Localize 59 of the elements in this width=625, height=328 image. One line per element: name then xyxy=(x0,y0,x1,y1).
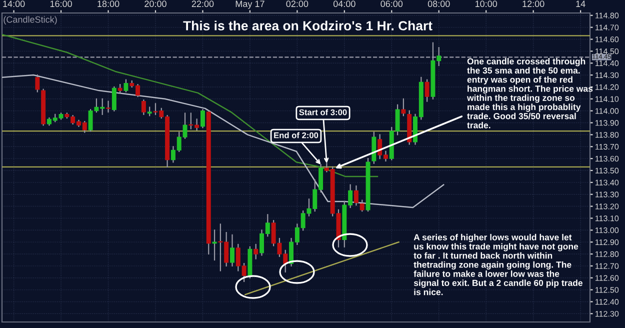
x-tick-label: May 17 xyxy=(236,0,264,9)
candlestick xyxy=(200,109,205,128)
x-tick-label: 18:00 xyxy=(98,0,120,8)
y-tick-label: 113.40 xyxy=(595,180,619,186)
y-tick-label: 114.30 xyxy=(595,72,619,78)
candlestick xyxy=(372,132,376,164)
x-tick-label: 22:00 xyxy=(192,0,214,8)
candlestick xyxy=(360,200,364,212)
x-tick-label: 16:00 xyxy=(50,0,72,8)
candlestick xyxy=(254,244,258,260)
candlestick xyxy=(141,100,146,115)
x-tick-label: 20:00 xyxy=(144,0,166,8)
y-tick-label: 113.30 xyxy=(595,192,619,198)
y-tick-label: 112.30 xyxy=(595,310,619,317)
annotation: (CandleStick) xyxy=(4,16,57,24)
y-tick-label: 113.20 xyxy=(595,204,619,210)
y-tick-label: 114.50 xyxy=(595,48,619,54)
y-tick-label: 113.90 xyxy=(595,120,619,126)
y-tick-label: 113.10 xyxy=(595,216,619,222)
x-tick-label: 12:00 xyxy=(522,0,544,8)
x-tick-label: 04:00 xyxy=(333,0,356,8)
y-tick-label: 113.50 xyxy=(595,168,619,174)
annotation: One candle crossed through the 35 sma and the 50 ema. entry was open of the red hangman short. The price was within the trading zone so made this a high probablity trade. Good 35/50 reversal trade. xyxy=(466,58,593,128)
candlestick xyxy=(401,98,406,116)
y-tick-label: 112.90 xyxy=(595,239,619,246)
y-tick-label: 113.00 xyxy=(595,227,619,234)
y-tick-label: 114.70 xyxy=(595,24,619,30)
x-tick-label: 10:00 xyxy=(475,0,498,8)
candlestick xyxy=(212,230,217,261)
annotation: Start of 3:00 xyxy=(299,109,347,116)
annotation: A series of higher lows would have let us know this trade might have not gone to far . It turned back north within thetrading zone again going long. The failure to make a lower low was the signal to exit. But a 2 candle 60 pip trade is nice. xyxy=(414,234,583,296)
candlestick xyxy=(230,234,234,266)
y-tick-label: 113.80 xyxy=(595,132,619,138)
candlestick xyxy=(112,86,116,112)
y-tick-label: 114.20 xyxy=(595,84,619,90)
y-tick-label: 114.00 xyxy=(595,108,619,114)
y-tick-label: 112.80 xyxy=(595,251,619,257)
candlestick xyxy=(106,100,111,113)
y-tick-label: 112.50 xyxy=(595,287,619,293)
y-tick-label: 113.70 xyxy=(595,144,619,150)
x-tick-label: 08:00 xyxy=(428,0,450,8)
y-tick-label: 114.10 xyxy=(595,96,619,102)
x-tick-label: 02:00 xyxy=(286,0,308,8)
candlestick xyxy=(124,79,128,92)
x-tick-label: 14 xyxy=(576,0,586,7)
y-tick-label: 114.60 xyxy=(595,36,619,42)
candlestick xyxy=(35,74,40,92)
x-tick-label: 06:00 xyxy=(380,0,403,8)
x-tick-label: 14:00 xyxy=(3,0,25,8)
annotation: End of 2:00 xyxy=(274,132,318,138)
y-tick-label: 113.60 xyxy=(595,156,619,162)
candlestick xyxy=(424,79,430,102)
candlestick xyxy=(354,185,358,206)
y-tick-label: 114.40 xyxy=(595,60,619,66)
y-tick-label: 112.70 xyxy=(595,263,619,269)
y-tick-label: 112.40 xyxy=(595,299,619,305)
y-tick-label: 114.80 xyxy=(595,12,619,18)
y-tick-label: 112.60 xyxy=(595,275,619,281)
chart-title: This is the area on Kodziro's 1 Hr. Chart xyxy=(183,20,432,30)
